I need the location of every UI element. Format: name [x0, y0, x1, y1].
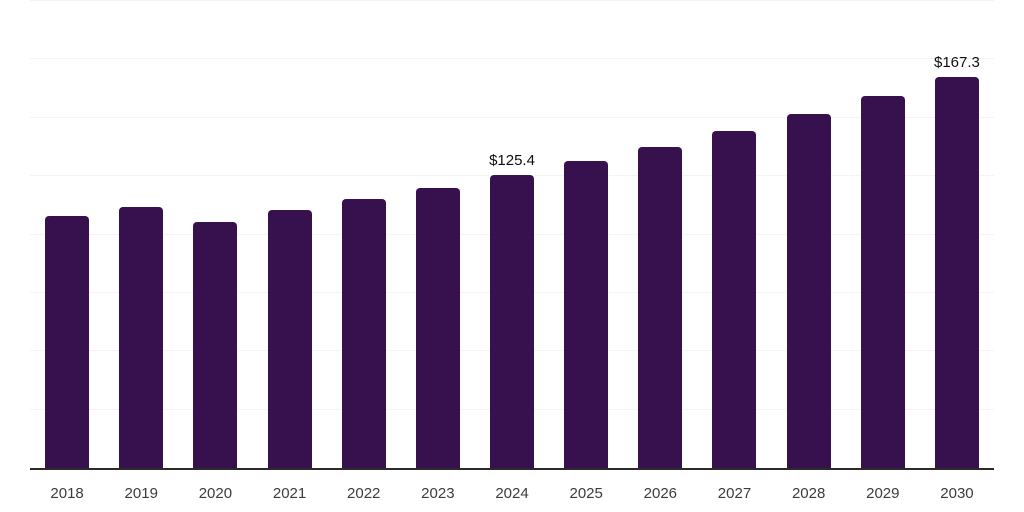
gridline	[30, 58, 994, 60]
x-tick-label: 2023	[421, 485, 455, 502]
bar-slot	[772, 1, 846, 468]
gridline	[30, 0, 994, 1]
bar-slot	[697, 1, 771, 468]
x-tick-label: 2021	[272, 485, 307, 502]
bar	[712, 131, 757, 468]
x-tick-label: 2020	[198, 485, 233, 502]
x-tick-label: 2029	[866, 485, 900, 502]
bar	[860, 96, 905, 468]
bar-slot	[623, 1, 697, 468]
plot-area: $125.4 $167.3	[30, 0, 994, 470]
bar-slot	[401, 1, 475, 468]
bar-slot	[327, 1, 401, 468]
x-tick-label: 2027	[717, 485, 752, 502]
bar-slot	[252, 1, 326, 468]
bar	[564, 161, 609, 468]
bar-value-label: $167.3	[934, 54, 980, 72]
x-tick-label: 2026	[643, 485, 678, 502]
x-tick-label: 2030	[940, 485, 974, 502]
bar	[786, 114, 831, 468]
bar	[267, 210, 312, 468]
x-tick-label: 2018	[50, 485, 84, 502]
bar-value-label: $125.4	[489, 152, 535, 170]
bar	[193, 221, 238, 468]
bar-slot	[846, 1, 920, 468]
x-axis-labels: 2018 2019 2020 2021 2022 2023 2024 2025 2026 2027…	[30, 470, 994, 502]
x-tick-label: 2019	[124, 485, 158, 502]
x-tick-label: 2022	[347, 485, 381, 502]
x-tick-label: 2028	[791, 485, 826, 502]
bar-slot	[178, 1, 252, 468]
x-tick-label: 2024	[495, 485, 529, 502]
bar-slot: $167.3	[920, 1, 994, 468]
bar	[490, 175, 535, 468]
bar	[119, 207, 164, 468]
bar	[341, 199, 386, 468]
bar	[415, 188, 460, 468]
bar	[45, 216, 90, 468]
bar-slot	[104, 1, 178, 468]
bar	[638, 147, 683, 468]
bar	[934, 77, 979, 468]
bar-slot	[30, 1, 104, 468]
x-tick-label: 2025	[569, 485, 603, 502]
bar-slot	[549, 1, 623, 468]
bar-slot: $125.4	[475, 1, 549, 468]
bar-slots: $125.4 $167.3	[30, 1, 994, 468]
gridline	[30, 116, 994, 118]
